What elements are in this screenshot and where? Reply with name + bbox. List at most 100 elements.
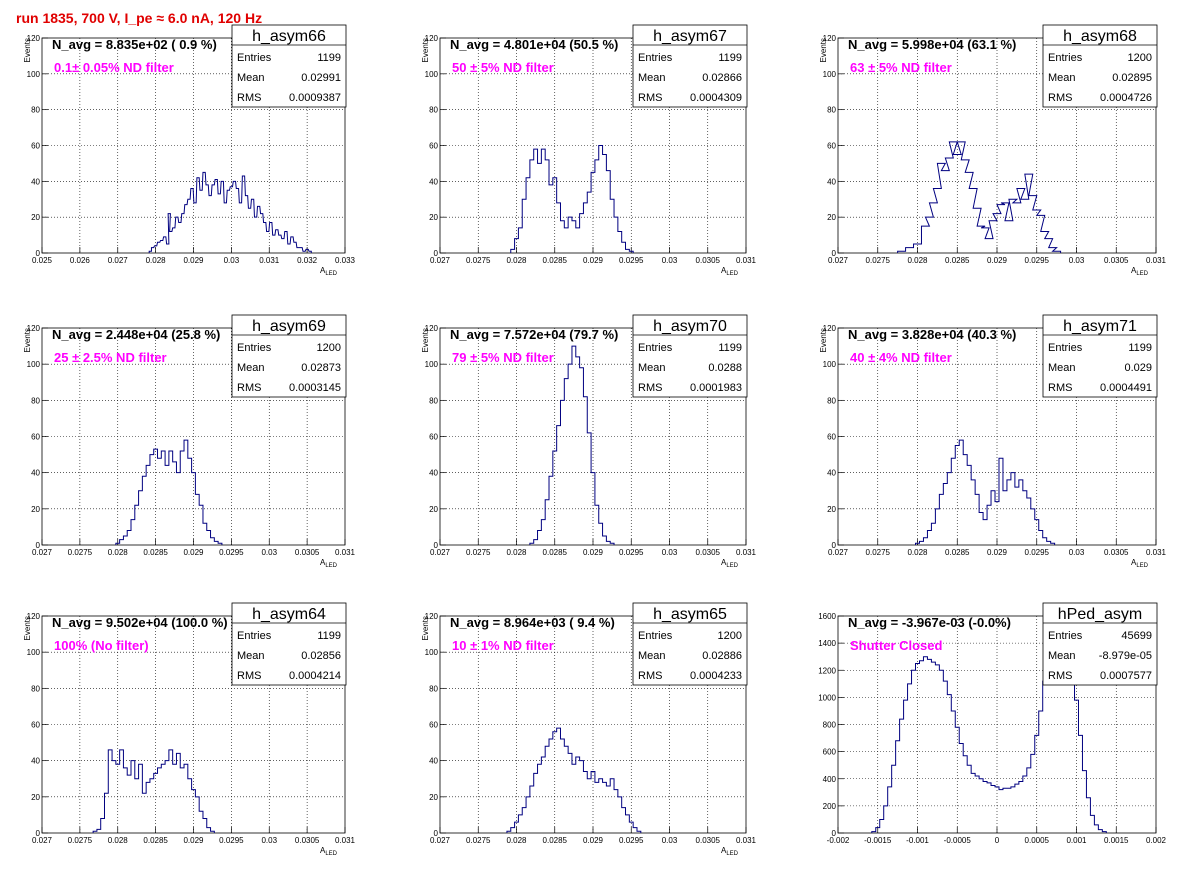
y-tick-label: 80 (827, 106, 836, 115)
stat-value-entries: 45699 (1121, 630, 1152, 642)
stat-label-mean: Mean (638, 650, 666, 662)
histogram-series (510, 145, 634, 253)
x-tick-label: 0.029 (987, 256, 1008, 265)
n-avg-label: N_avg = 8.964e+03 ( 9.4 %) (450, 615, 615, 630)
x-tick-label: 0.0285 (543, 836, 568, 845)
x-axis-label: ALED (320, 846, 338, 857)
x-tick-label: 0.028 (506, 256, 527, 265)
y-tick-label: 60 (31, 433, 40, 442)
histogram-series (506, 727, 642, 833)
x-tick-label: 0.0295 (619, 836, 644, 845)
y-axis-label: Events (421, 328, 430, 352)
stat-value-mean: 0.02886 (702, 650, 742, 662)
y-tick-label: 120 (27, 612, 41, 621)
stat-box (231, 24, 347, 108)
stat-label-rms: RMS (638, 670, 662, 682)
y-tick-label: 40 (429, 757, 438, 766)
y-tick-label: 20 (429, 793, 438, 802)
y-axis-label: Events (23, 38, 32, 62)
y-tick-label: 0 (434, 829, 439, 838)
y-tick-label: 80 (31, 106, 40, 115)
x-tick-label: 0.025 (32, 256, 53, 265)
plot-frame (837, 327, 1157, 546)
stat-box (632, 24, 748, 108)
y-tick-label: 40 (827, 469, 836, 478)
filter-annotation: 63 ± 5% ND filter (850, 60, 952, 75)
plot-frame (837, 37, 1157, 254)
y-tick-label: 40 (429, 469, 438, 478)
stat-value-mean: 0.02873 (301, 362, 341, 374)
y-tick-label: 0 (832, 541, 837, 550)
y-tick-label: 0 (36, 249, 41, 258)
stat-label-mean: Mean (237, 650, 265, 662)
y-tick-label: 60 (31, 721, 40, 730)
x-tick-label: 0.002 (1146, 836, 1167, 845)
y-tick-label: 120 (425, 324, 439, 333)
n-avg-label: N_avg = 8.835e+02 ( 0.9 %) (52, 37, 217, 52)
n-avg-label: N_avg = 7.572e+04 (79.7 %) (450, 327, 618, 342)
stat-label-entries: Entries (1048, 630, 1083, 642)
stat-box (231, 314, 347, 398)
stat-value-rms: 0.0003145 (289, 382, 341, 394)
y-tick-label: 1000 (818, 693, 836, 702)
stat-box (231, 602, 347, 686)
x-tick-label: 0 (995, 836, 1000, 845)
x-tick-label: 0.0305 (696, 548, 721, 557)
x-axis-label: ALED (721, 558, 739, 569)
stat-value-mean: 0.02991 (301, 72, 341, 84)
y-tick-label: 80 (31, 684, 40, 693)
stat-label-mean: Mean (1048, 650, 1076, 662)
y-tick-label: 400 (823, 775, 837, 784)
stat-label-rms: RMS (1048, 92, 1072, 104)
stat-value-entries: 1199 (1128, 342, 1152, 354)
x-tick-label: 0.027 (828, 548, 849, 557)
y-tick-label: 100 (27, 648, 41, 657)
y-tick-label: 120 (27, 34, 41, 43)
x-tick-label: 0.0285 (543, 256, 568, 265)
y-tick-label: 200 (823, 802, 837, 811)
x-tick-label: 0.0305 (295, 548, 320, 557)
panel-h_asym68: 0.027 0.0275 0.028 0.0285 0.029 0.0295 0.03 0.0… (819, 24, 1167, 277)
stat-value-rms: 0.0007577 (1100, 670, 1152, 682)
stat-box (1042, 24, 1158, 108)
y-tick-label: 100 (823, 70, 837, 79)
n-avg-label: N_avg = 5.998e+04 (63.1 %) (848, 37, 1016, 52)
x-tick-label: 0.0275 (68, 836, 93, 845)
x-tick-label: 0.0305 (1104, 256, 1129, 265)
y-axis-label: Events (421, 38, 430, 62)
stat-label-rms: RMS (638, 92, 662, 104)
x-tick-label: 0.031 (736, 256, 757, 265)
x-tick-label: 0.03 (261, 836, 277, 845)
x-tick-label: 0.0285 (945, 256, 970, 265)
stat-label-mean: Mean (638, 72, 666, 84)
histogram-series (897, 141, 1062, 253)
y-tick-label: 600 (823, 748, 837, 757)
x-tick-label: 0.031 (1146, 548, 1167, 557)
panel-h_asym65: 0.027 0.0275 0.028 0.0285 0.029 0.0295 0.03 0.0… (421, 602, 757, 857)
stat-value-rms: 0.0009387 (289, 92, 341, 104)
y-tick-label: 40 (827, 177, 836, 186)
filter-annotation: 25 ± 2.5% ND filter (54, 350, 167, 365)
stat-label-mean: Mean (1048, 362, 1076, 374)
panel-h_asym69: 0.027 0.0275 0.028 0.0285 0.029 0.0295 0.03 0.0… (23, 314, 356, 569)
x-tick-label: 0.0275 (866, 548, 891, 557)
y-axis-label: Events (23, 328, 32, 352)
x-tick-label: 0.029 (183, 548, 204, 557)
y-tick-label: 0 (434, 249, 439, 258)
x-tick-label: -0.0005 (944, 836, 972, 845)
stat-value-entries: 1199 (718, 342, 742, 354)
stat-label-entries: Entries (237, 52, 272, 64)
x-axis-label: ALED (721, 846, 739, 857)
stat-box-title: h_asym65 (653, 606, 727, 623)
stat-label-rms: RMS (638, 382, 662, 394)
filter-annotation: 40 ± 4% ND filter (850, 350, 952, 365)
stat-box (1042, 314, 1158, 398)
x-tick-label: 0.029 (183, 256, 204, 265)
y-tick-label: 0 (832, 249, 837, 258)
x-tick-label: 0.0275 (68, 548, 93, 557)
y-tick-label: 0 (36, 829, 41, 838)
stat-value-entries: 1200 (718, 630, 742, 642)
x-tick-label: 0.029 (583, 548, 604, 557)
x-tick-label: -0.002 (827, 836, 850, 845)
